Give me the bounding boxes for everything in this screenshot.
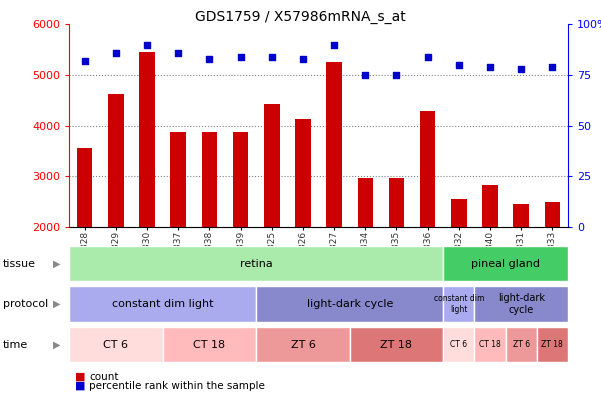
Bar	[201, 132, 217, 227]
Text: retina: retina	[240, 259, 272, 269]
Bar	[233, 132, 248, 227]
Text: ZT 18: ZT 18	[380, 340, 412, 350]
Point	[485, 64, 495, 70]
Point	[329, 41, 339, 48]
Point	[423, 53, 433, 60]
Bar	[451, 200, 466, 227]
Bar	[256, 327, 350, 362]
Text: ZT 6: ZT 6	[513, 340, 529, 349]
Bar	[69, 327, 163, 362]
Point	[516, 66, 526, 72]
Text: percentile rank within the sample: percentile rank within the sample	[89, 381, 265, 390]
Text: ■: ■	[75, 381, 85, 390]
Text: protocol: protocol	[3, 299, 48, 309]
Point	[142, 41, 152, 48]
Bar	[326, 62, 342, 227]
Bar	[545, 202, 560, 227]
Bar	[389, 178, 404, 227]
Text: ▶: ▶	[53, 340, 61, 350]
Text: CT 6: CT 6	[103, 340, 129, 350]
Bar	[108, 94, 124, 227]
Text: time: time	[3, 340, 28, 350]
Bar	[443, 286, 474, 322]
Bar	[443, 246, 568, 281]
Bar	[69, 246, 443, 281]
Text: ZT 6: ZT 6	[290, 340, 316, 350]
Bar	[537, 327, 568, 362]
Text: ZT 18: ZT 18	[542, 340, 563, 349]
Text: constant dim light: constant dim light	[112, 299, 213, 309]
Point	[298, 55, 308, 62]
Point	[454, 62, 463, 68]
Bar	[443, 327, 474, 362]
Point	[174, 49, 183, 56]
Point	[204, 55, 214, 62]
Text: CT 6: CT 6	[450, 340, 468, 349]
Text: GDS1759 / X57986mRNA_s_at: GDS1759 / X57986mRNA_s_at	[195, 10, 406, 24]
Point	[548, 64, 557, 70]
Bar	[513, 204, 529, 227]
Bar	[482, 185, 498, 227]
Point	[80, 58, 90, 64]
Bar	[163, 327, 256, 362]
Bar	[256, 286, 443, 322]
Point	[267, 53, 276, 60]
Text: CT 18: CT 18	[479, 340, 501, 349]
Bar	[264, 104, 279, 227]
Text: CT 18: CT 18	[194, 340, 225, 350]
Text: constant dim
light: constant dim light	[434, 294, 484, 314]
Bar	[350, 327, 443, 362]
Text: ▶: ▶	[53, 259, 61, 269]
Text: count: count	[89, 372, 118, 382]
Bar	[139, 52, 155, 227]
Bar	[474, 286, 568, 322]
Point	[361, 72, 370, 78]
Bar	[171, 132, 186, 227]
Text: ■: ■	[75, 372, 85, 382]
Bar	[77, 148, 93, 227]
Text: ▶: ▶	[53, 299, 61, 309]
Point	[111, 49, 121, 56]
Point	[392, 72, 401, 78]
Bar	[295, 119, 311, 227]
Point	[236, 53, 245, 60]
Bar	[420, 111, 436, 227]
Bar	[474, 327, 505, 362]
Text: light-dark
cycle: light-dark cycle	[498, 293, 545, 315]
Bar	[505, 327, 537, 362]
Bar	[358, 178, 373, 227]
Text: pineal gland: pineal gland	[471, 259, 540, 269]
Text: tissue: tissue	[3, 259, 36, 269]
Text: light-dark cycle: light-dark cycle	[307, 299, 393, 309]
Bar	[69, 286, 256, 322]
